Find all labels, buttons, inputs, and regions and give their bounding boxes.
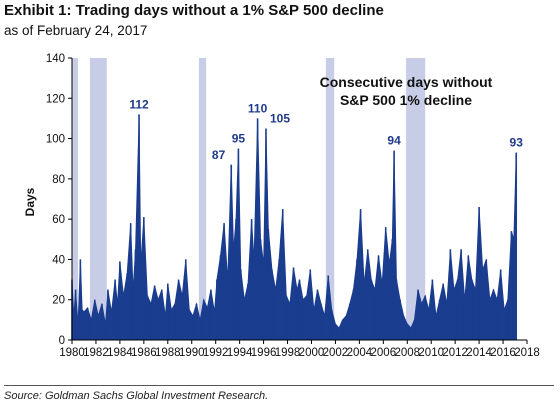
x-tick-label-2018: 2018 [514,347,540,359]
peak-label-4: 105 [270,112,290,126]
x-tick-label-2000: 2000 [299,347,325,359]
y-tick-label-40: 40 [52,254,65,266]
peak-label-5: 94 [387,134,401,148]
y-tick-label-60: 60 [52,214,65,226]
axes: 0204060801001201401980198219841986198819… [46,53,540,359]
x-tick-label-1998: 1998 [275,347,301,359]
x-tick-label-1984: 1984 [107,347,133,359]
recession-band-4 [406,58,426,340]
x-tick-label-1982: 1982 [83,347,109,359]
peak-label-6: 93 [510,136,524,150]
peak-label-1: 87 [212,148,226,162]
chart-title: Exhibit 1: Trading days without a 1% S&P… [4,2,384,19]
recession-band-0 [72,58,78,340]
y-tick-label-20: 20 [52,295,65,307]
x-tick-label-1996: 1996 [251,347,277,359]
x-tick-label-2014: 2014 [466,347,492,359]
x-tick-label-1986: 1986 [131,347,157,359]
peak-label-2: 95 [232,132,246,146]
y-tick-label-120: 120 [46,93,65,105]
peak-label-0: 112 [129,97,149,111]
recession-shading [72,58,426,340]
y-tick-label-80: 80 [52,174,65,186]
x-tick-label-1994: 1994 [227,347,253,359]
y-tick-label-100: 100 [46,134,65,146]
x-tick-label-2008: 2008 [394,347,420,359]
y-tick-label-0: 0 [59,335,65,347]
callout-line-1: Consecutive days without [320,74,493,90]
chart-canvas: 0204060801001201401980198219841986198819… [23,53,540,359]
x-tick-label-2004: 2004 [347,347,373,359]
recession-band-1 [89,58,107,340]
x-tick-label-2012: 2012 [442,347,468,359]
x-tick-label-1990: 1990 [179,347,205,359]
recession-band-2 [198,58,207,340]
x-tick-label-2006: 2006 [371,347,397,359]
x-tick-label-1992: 1992 [203,347,229,359]
series-area [71,114,518,341]
x-tick-label-2010: 2010 [418,347,444,359]
recession-band-3 [325,58,335,340]
source-note: Source: Goldman Sachs Global Investment … [4,390,269,402]
chart-subtitle: as of February 24, 2017 [4,23,148,38]
peak-label-3: 110 [248,101,268,115]
y-axis-label: Days [23,187,37,216]
x-tick-label-1980: 1980 [59,347,85,359]
x-tick-label-1988: 1988 [155,347,181,359]
callout-line-2: S&P 500 1% decline [340,92,472,108]
x-tick-label-2002: 2002 [323,347,349,359]
x-tick-label-2016: 2016 [490,347,516,359]
y-tick-label-140: 140 [46,53,65,65]
